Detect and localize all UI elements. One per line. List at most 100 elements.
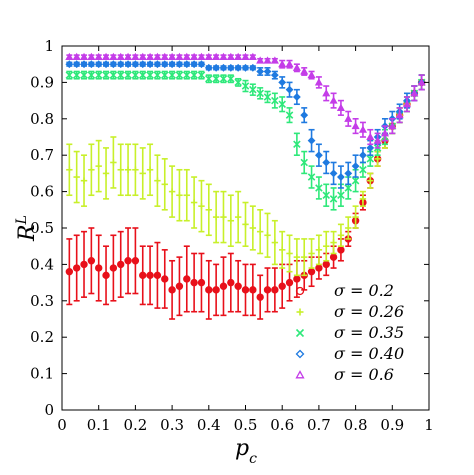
y-tick-label: 0.5 xyxy=(30,219,54,237)
x-tick-label: 0 xyxy=(57,416,67,434)
data-point xyxy=(241,63,250,72)
data-point xyxy=(138,52,147,60)
data-point xyxy=(263,56,272,64)
data-point xyxy=(80,177,88,184)
data-point xyxy=(65,52,74,60)
data-point xyxy=(161,181,168,188)
x-axis-label: pc xyxy=(235,436,257,467)
legend-label: σ = 0.2 xyxy=(334,281,394,300)
data-point xyxy=(190,199,198,206)
x-tick-label: 0.9 xyxy=(380,416,404,434)
data-point xyxy=(190,60,199,69)
data-point xyxy=(72,264,81,272)
data-point xyxy=(293,275,301,283)
y-tick-label: 0.1 xyxy=(30,365,54,383)
data-point xyxy=(248,63,257,72)
data-point xyxy=(182,52,191,60)
data-point xyxy=(270,56,279,64)
data-point xyxy=(366,132,375,141)
data-point xyxy=(329,169,338,178)
legend-marker xyxy=(295,328,305,338)
data-point xyxy=(234,63,243,72)
data-point xyxy=(132,166,139,173)
data-point xyxy=(241,52,250,60)
data-point xyxy=(249,224,257,232)
data-point xyxy=(109,52,118,60)
y-tick-label: 1 xyxy=(44,37,54,55)
data-point xyxy=(358,125,367,133)
x-tick-label: 0.3 xyxy=(160,416,184,434)
data-point xyxy=(256,56,265,64)
data-point xyxy=(373,136,382,144)
data-point xyxy=(110,159,117,166)
data-point xyxy=(322,158,331,167)
legend-entry: σ = 0.40 xyxy=(295,344,404,363)
data-point xyxy=(175,71,184,79)
x-tick-label: 0.7 xyxy=(307,416,331,434)
data-point xyxy=(160,60,169,69)
data-point xyxy=(116,52,125,60)
y-tick-label: 0.4 xyxy=(30,255,54,273)
data-point xyxy=(101,52,111,60)
data-point xyxy=(197,278,206,287)
data-point xyxy=(205,286,213,294)
data-point xyxy=(366,144,375,152)
data-point xyxy=(65,71,74,79)
data-point xyxy=(374,155,381,163)
data-point xyxy=(315,184,323,192)
data-point xyxy=(72,71,81,79)
data-point xyxy=(323,243,330,250)
data-point xyxy=(307,70,316,79)
data-point xyxy=(95,264,103,272)
data-point xyxy=(219,63,228,72)
data-point xyxy=(351,162,360,171)
legend-marker xyxy=(295,349,305,359)
data-point xyxy=(102,170,110,177)
data-point xyxy=(109,60,118,69)
data-point xyxy=(315,264,323,272)
legend-label: σ = 0.35 xyxy=(334,323,404,342)
data-point xyxy=(380,129,390,137)
series-4 xyxy=(65,52,426,149)
x-tick-label: 1 xyxy=(424,416,434,434)
data-point xyxy=(278,78,287,87)
data-point xyxy=(197,71,206,79)
data-point xyxy=(278,100,286,109)
y-tick-label: 0.8 xyxy=(30,110,54,128)
data-point xyxy=(345,224,352,232)
y-tick-label: 0.9 xyxy=(30,73,54,91)
data-point xyxy=(153,60,162,69)
data-point xyxy=(87,257,96,265)
data-point xyxy=(72,60,81,69)
data-point xyxy=(116,60,125,69)
data-point xyxy=(285,111,294,119)
data-point xyxy=(124,71,132,79)
data-point xyxy=(263,286,272,294)
data-point xyxy=(124,166,132,173)
legend-entry: σ = 0.6 xyxy=(295,365,394,384)
data-point xyxy=(301,253,308,261)
data-point xyxy=(183,192,190,199)
data-point xyxy=(204,52,213,60)
legend-entry: σ = 0.2 xyxy=(295,281,394,300)
data-point xyxy=(168,52,177,60)
data-point xyxy=(263,67,272,76)
data-point xyxy=(271,96,279,105)
data-point xyxy=(271,286,279,294)
data-point xyxy=(87,52,96,60)
data-point xyxy=(109,71,118,79)
data-point xyxy=(161,275,169,283)
data-point xyxy=(234,78,242,87)
data-point xyxy=(300,111,309,120)
legend-label: σ = 0.26 xyxy=(334,302,404,321)
data-point xyxy=(366,155,375,163)
data-point xyxy=(66,166,73,173)
x-tick-label: 0.6 xyxy=(270,416,294,434)
y-tick-label: 0.7 xyxy=(30,146,54,164)
data-point xyxy=(117,260,125,269)
legend-entry: σ = 0.26 xyxy=(296,302,404,321)
x-tick-label: 0.1 xyxy=(87,416,111,434)
data-point xyxy=(212,213,220,221)
data-point xyxy=(264,232,271,239)
data-point xyxy=(102,60,110,69)
